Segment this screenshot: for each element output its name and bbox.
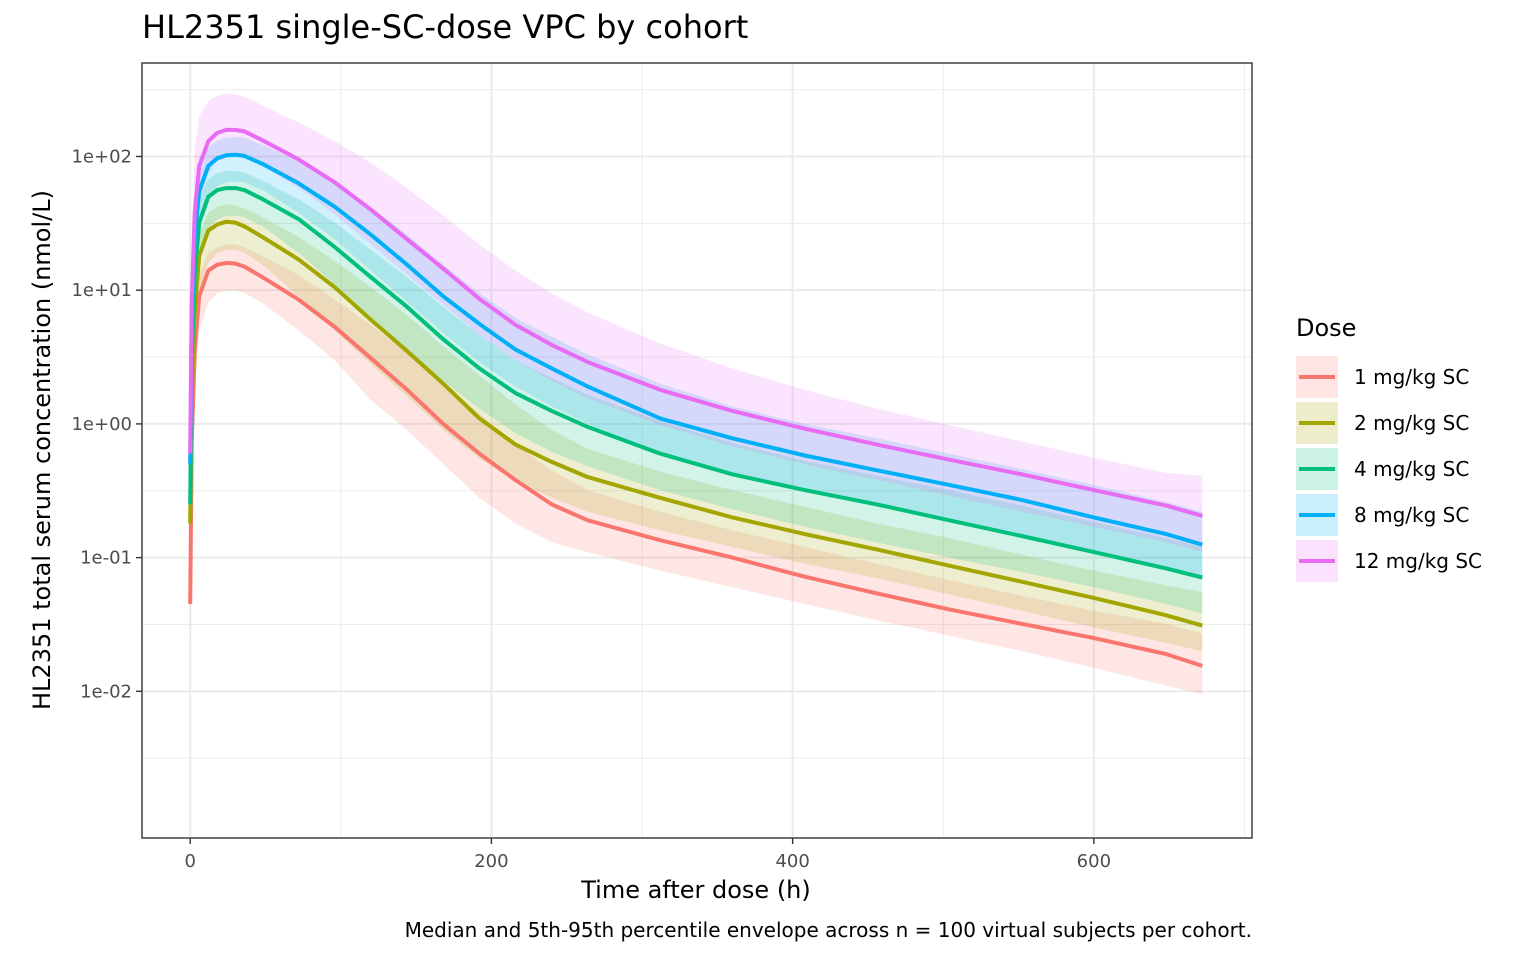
legend-item-series-2: 4 mg/kg SC [1296, 446, 1482, 492]
ribbon-series-3 [190, 136, 1203, 577]
median-lines [188, 127, 1203, 668]
legend-item-series-1: 2 mg/kg SC [1296, 400, 1482, 446]
y-tick-label: 1e-02 [80, 681, 132, 702]
x-tick-label: 200 [474, 851, 508, 872]
ribbon-series-2 [190, 170, 1203, 614]
y-axis-label: HL2351 total serum concentration (nmol/L… [28, 190, 56, 710]
x-axis-label: Time after dose (h) [581, 876, 811, 904]
x-tick-label: 600 [1077, 851, 1111, 872]
percentile-ribbons [190, 93, 1203, 695]
chart-title: HL2351 single-SC-dose VPC by cohort [142, 8, 749, 46]
plot-panel-border [141, 62, 1253, 839]
median-line-series-0 [188, 260, 1203, 668]
ribbon-series-0 [190, 244, 1203, 695]
legend-items: 1 mg/kg SC 2 mg/kg SC 4 mg/kg SC 8 mg/kg SC… [1296, 354, 1482, 584]
x-tick-label: 0 [184, 851, 195, 872]
y-tick-label: 1e+00 [71, 414, 132, 435]
legend-item-series-3: 8 mg/kg SC [1296, 492, 1482, 538]
plot-panel-background [142, 63, 1252, 838]
median-line-series-2 [188, 186, 1203, 580]
ribbon-series-1 [190, 204, 1203, 652]
legend-key [1296, 494, 1338, 536]
y-tick-label: 1e+02 [71, 146, 132, 167]
legend-key [1296, 540, 1338, 582]
y-tick-label: 1e-01 [80, 548, 132, 569]
legend-label: 1 mg/kg SC [1354, 365, 1470, 389]
grid-lines [142, 63, 1252, 838]
legend: Dose 1 mg/kg SC 2 mg/kg SC 4 mg/kg SC 8 mg/… [1296, 314, 1482, 584]
axes: 0 200 400 600 1e-02 1e-01 1e+00 1e+01 1e+02 [71, 146, 1111, 872]
legend-title: Dose [1296, 314, 1357, 342]
median-line-series-1 [188, 219, 1203, 628]
median-line-series-3 [188, 152, 1203, 547]
legend-label: 8 mg/kg SC [1354, 503, 1470, 527]
median-line-series-4 [188, 127, 1203, 518]
legend-key [1296, 356, 1338, 398]
legend-key [1296, 402, 1338, 444]
legend-label: 4 mg/kg SC [1354, 457, 1470, 481]
legend-label: 2 mg/kg SC [1354, 411, 1470, 435]
y-tick-label: 1e+01 [71, 280, 132, 301]
legend-label: 12 mg/kg SC [1354, 549, 1483, 573]
ribbon-series-4 [190, 93, 1203, 553]
legend-item-series-4: 12 mg/kg SC [1296, 538, 1482, 584]
chart-caption: Median and 5th-95th percentile envelope … [404, 918, 1252, 942]
legend-key [1296, 448, 1338, 490]
legend-item-series-0: 1 mg/kg SC [1296, 354, 1482, 400]
x-tick-label: 400 [775, 851, 809, 872]
